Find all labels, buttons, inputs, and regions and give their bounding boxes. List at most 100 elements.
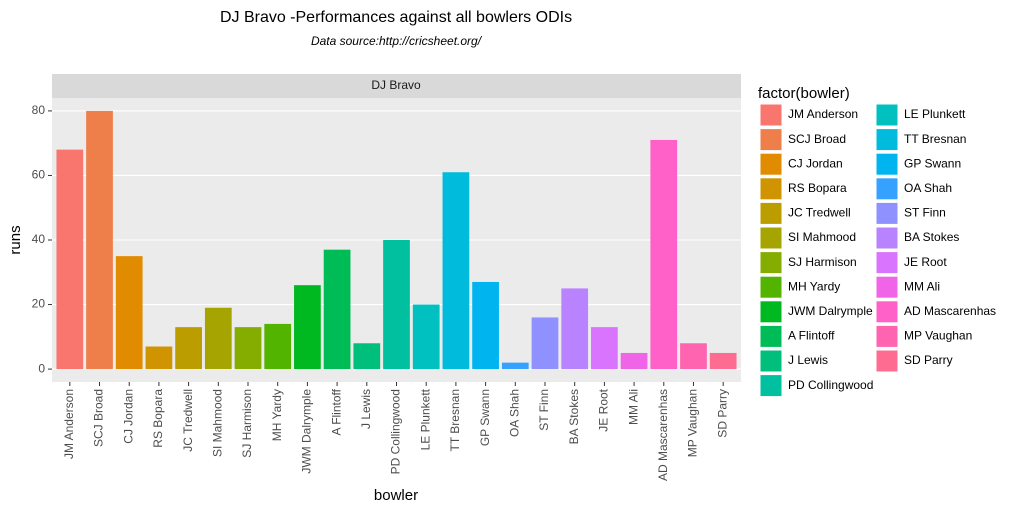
y-tick-label: 0 [38, 361, 45, 375]
bar [620, 352, 648, 370]
y-tick-label: 60 [32, 168, 46, 182]
legend-label: TT Bresnan [904, 132, 966, 146]
bar [264, 323, 292, 370]
legend-key [875, 251, 899, 275]
x-tick-label: LE Plunkett [418, 388, 432, 450]
legend-label: AD Mascarenhas [904, 304, 996, 318]
chart-subtitle: Data source:http://cricsheet.org/ [311, 34, 483, 48]
bar [86, 110, 113, 370]
legend-label: JE Root [904, 255, 947, 269]
x-tick-label: GP Swann [478, 389, 492, 446]
legend-key [875, 349, 899, 373]
bar [294, 285, 321, 370]
x-tick-label: JE Root [597, 388, 611, 431]
legend-label: J Lewis [788, 353, 828, 367]
legend-label: A Flintoff [788, 329, 835, 343]
legend-key [759, 324, 783, 348]
x-tick-label: ST Finn [537, 389, 551, 431]
bar [175, 327, 202, 370]
bar [56, 149, 84, 370]
legend-label: JC Tredwell [788, 206, 851, 220]
legend-label: SCJ Broad [788, 132, 846, 146]
x-tick-label: A Flintoff [329, 388, 343, 435]
legend-label: SD Parry [904, 353, 953, 367]
legend-title: factor(bowler) [758, 85, 850, 102]
legend-key [759, 152, 783, 176]
y-axis-title: runs [7, 225, 24, 254]
x-tick-label: SI Mahmood [210, 389, 224, 457]
legend-label: SI Mahmood [788, 230, 856, 244]
legend-key [875, 300, 899, 324]
y-tick-label: 40 [32, 232, 46, 246]
legend-label: JM Anderson [788, 107, 858, 121]
legend-label: PD Collingwood [788, 378, 873, 392]
x-tick-label: PD Collingwood [389, 389, 403, 474]
legend-label: JWM Dalrymple [788, 304, 873, 318]
facet-strip [52, 74, 741, 98]
bar [650, 139, 678, 370]
x-tick-label: JWM Dalrymple [300, 389, 314, 474]
legend-label: GP Swann [904, 156, 961, 170]
bar [442, 172, 470, 370]
x-tick-label: JM Anderson [62, 389, 76, 459]
legend-key [759, 374, 783, 398]
legend-key [759, 177, 783, 201]
x-tick-label: BA Stokes [567, 389, 581, 444]
x-tick-label: MP Vaughan [686, 389, 700, 457]
legend-key [759, 226, 783, 250]
x-tick-label: J Lewis [359, 389, 373, 429]
x-tick-label: MM Ali [626, 389, 640, 425]
legend-key [875, 275, 899, 299]
legend-key [759, 128, 783, 152]
bar [561, 288, 589, 370]
bar [472, 281, 499, 370]
x-tick-label: TT Bresnan [448, 389, 462, 451]
x-tick-label: RS Bopara [151, 389, 165, 448]
x-tick-label: SJ Harmison [240, 389, 254, 458]
bar [709, 352, 737, 370]
bar [680, 343, 707, 370]
legend-key [759, 251, 783, 275]
legend-label: ST Finn [904, 206, 946, 220]
legend-label: LE Plunkett [904, 107, 966, 121]
x-tick-label: CJ Jordan [121, 389, 135, 444]
legend-key [875, 201, 899, 225]
bar [591, 327, 618, 370]
legend-label: MM Ali [904, 279, 940, 293]
bar [531, 317, 559, 370]
bar [204, 307, 232, 370]
x-tick-label: SD Parry [715, 389, 729, 438]
bar [501, 362, 529, 370]
legend-key [875, 177, 899, 201]
legend-key [759, 201, 783, 225]
legend-label: MH Yardy [788, 279, 840, 293]
y-tick-label: 20 [32, 297, 46, 311]
bar [323, 249, 351, 370]
legend-key [759, 349, 783, 373]
x-tick-label: OA Shah [507, 389, 521, 437]
x-tick-label: AD Mascarenhas [656, 389, 670, 481]
x-tick-label: SCJ Broad [92, 389, 106, 447]
legend-key [875, 103, 899, 127]
legend-label: CJ Jordan [788, 156, 843, 170]
legend-key [875, 226, 899, 250]
bar [353, 343, 381, 370]
bar [412, 304, 440, 370]
bar [383, 240, 410, 370]
legend-key [875, 128, 899, 152]
legend-key [759, 275, 783, 299]
legend-label: SJ Harmison [788, 255, 857, 269]
x-tick-label: JC Tredwell [181, 389, 195, 452]
bar [115, 256, 143, 370]
bar [145, 346, 173, 370]
legend-key [759, 300, 783, 324]
legend-label: BA Stokes [904, 230, 959, 244]
legend-key [875, 152, 899, 176]
y-tick-label: 80 [32, 103, 46, 117]
legend-key [759, 103, 783, 127]
legend-label: OA Shah [904, 181, 952, 195]
legend-label: MP Vaughan [904, 329, 972, 343]
x-axis-title: bowler [374, 487, 418, 504]
chart-title: DJ Bravo -Performances against all bowle… [220, 9, 572, 26]
